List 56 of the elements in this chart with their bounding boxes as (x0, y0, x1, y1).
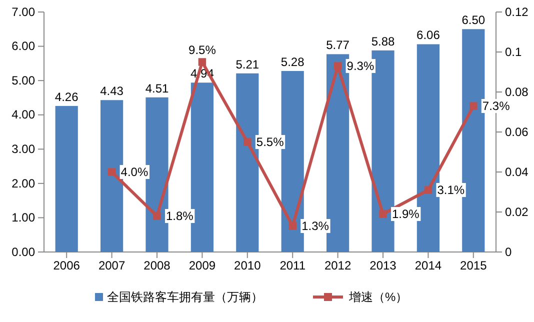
data-label: 4.26 (54, 90, 79, 104)
data-label: 5.88 (371, 34, 395, 48)
data-label: 6.06 (416, 28, 440, 42)
legend-label: 增速（%） (348, 290, 408, 304)
data-label: 3.1% (437, 183, 465, 197)
data-label: 5.5% (256, 135, 284, 149)
point (244, 138, 252, 146)
x-tick-label: 2007 (98, 258, 126, 273)
y-tick-label: 1.00 (12, 210, 36, 225)
data-label: 5.21 (236, 57, 260, 72)
y2-tick-label: 0.06 (505, 124, 529, 139)
y-tick-label: 3.00 (12, 142, 36, 156)
x-tick-label: 2012 (324, 258, 352, 273)
point (288, 222, 296, 230)
data-label: 5.77 (326, 38, 350, 52)
data-label: 1.9% (392, 207, 420, 221)
data-label: 6.50 (462, 13, 486, 28)
y-tick-label: 7.00 (12, 4, 36, 19)
y-tick-label: 5.00 (12, 73, 36, 88)
x-tick-label: 2014 (414, 258, 442, 273)
bar (236, 73, 259, 252)
x-tick-label: 2015 (460, 258, 488, 273)
data-label: 7.3% (482, 99, 510, 113)
point (153, 212, 161, 220)
point (198, 58, 206, 66)
data-label: 4.0% (120, 165, 148, 179)
y2-tick-label: 0.12 (505, 4, 529, 19)
data-label: 4.51 (145, 81, 169, 96)
point (379, 210, 387, 218)
x-tick-label: 2011 (280, 258, 306, 273)
y2-tick-label: 0 (505, 244, 512, 259)
data-label: 9.3% (346, 59, 374, 73)
data-label: 5.28 (280, 54, 305, 69)
bar (55, 106, 78, 252)
point (108, 168, 116, 176)
point (424, 186, 432, 194)
y2-tick-label: 0.1 (505, 44, 522, 59)
y-tick-label: 2.00 (12, 176, 36, 190)
x-tick-label: 2009 (188, 258, 216, 273)
point (334, 62, 342, 70)
y2-tick-label: 0.04 (505, 164, 529, 179)
y2-tick-label: 0.08 (505, 84, 529, 99)
x-tick-label: 2008 (144, 258, 171, 273)
x-tick-label: 2013 (370, 258, 397, 273)
data-label: 1.3% (302, 219, 330, 233)
point (470, 102, 478, 110)
data-label: 9.5% (188, 43, 216, 57)
x-tick-label: 2006 (53, 258, 80, 273)
x-tick-label: 2010 (234, 258, 262, 273)
legend-label: 全国铁路客车拥有量（万辆） (107, 290, 263, 304)
y-tick-label: 6.00 (12, 39, 36, 54)
y-tick-label: 4.00 (12, 108, 36, 122)
y2-tick-label: 0.02 (505, 204, 529, 219)
y-tick-label: 0.00 (12, 244, 36, 259)
data-label: 4.43 (100, 84, 124, 98)
data-label: 1.8% (166, 209, 194, 223)
